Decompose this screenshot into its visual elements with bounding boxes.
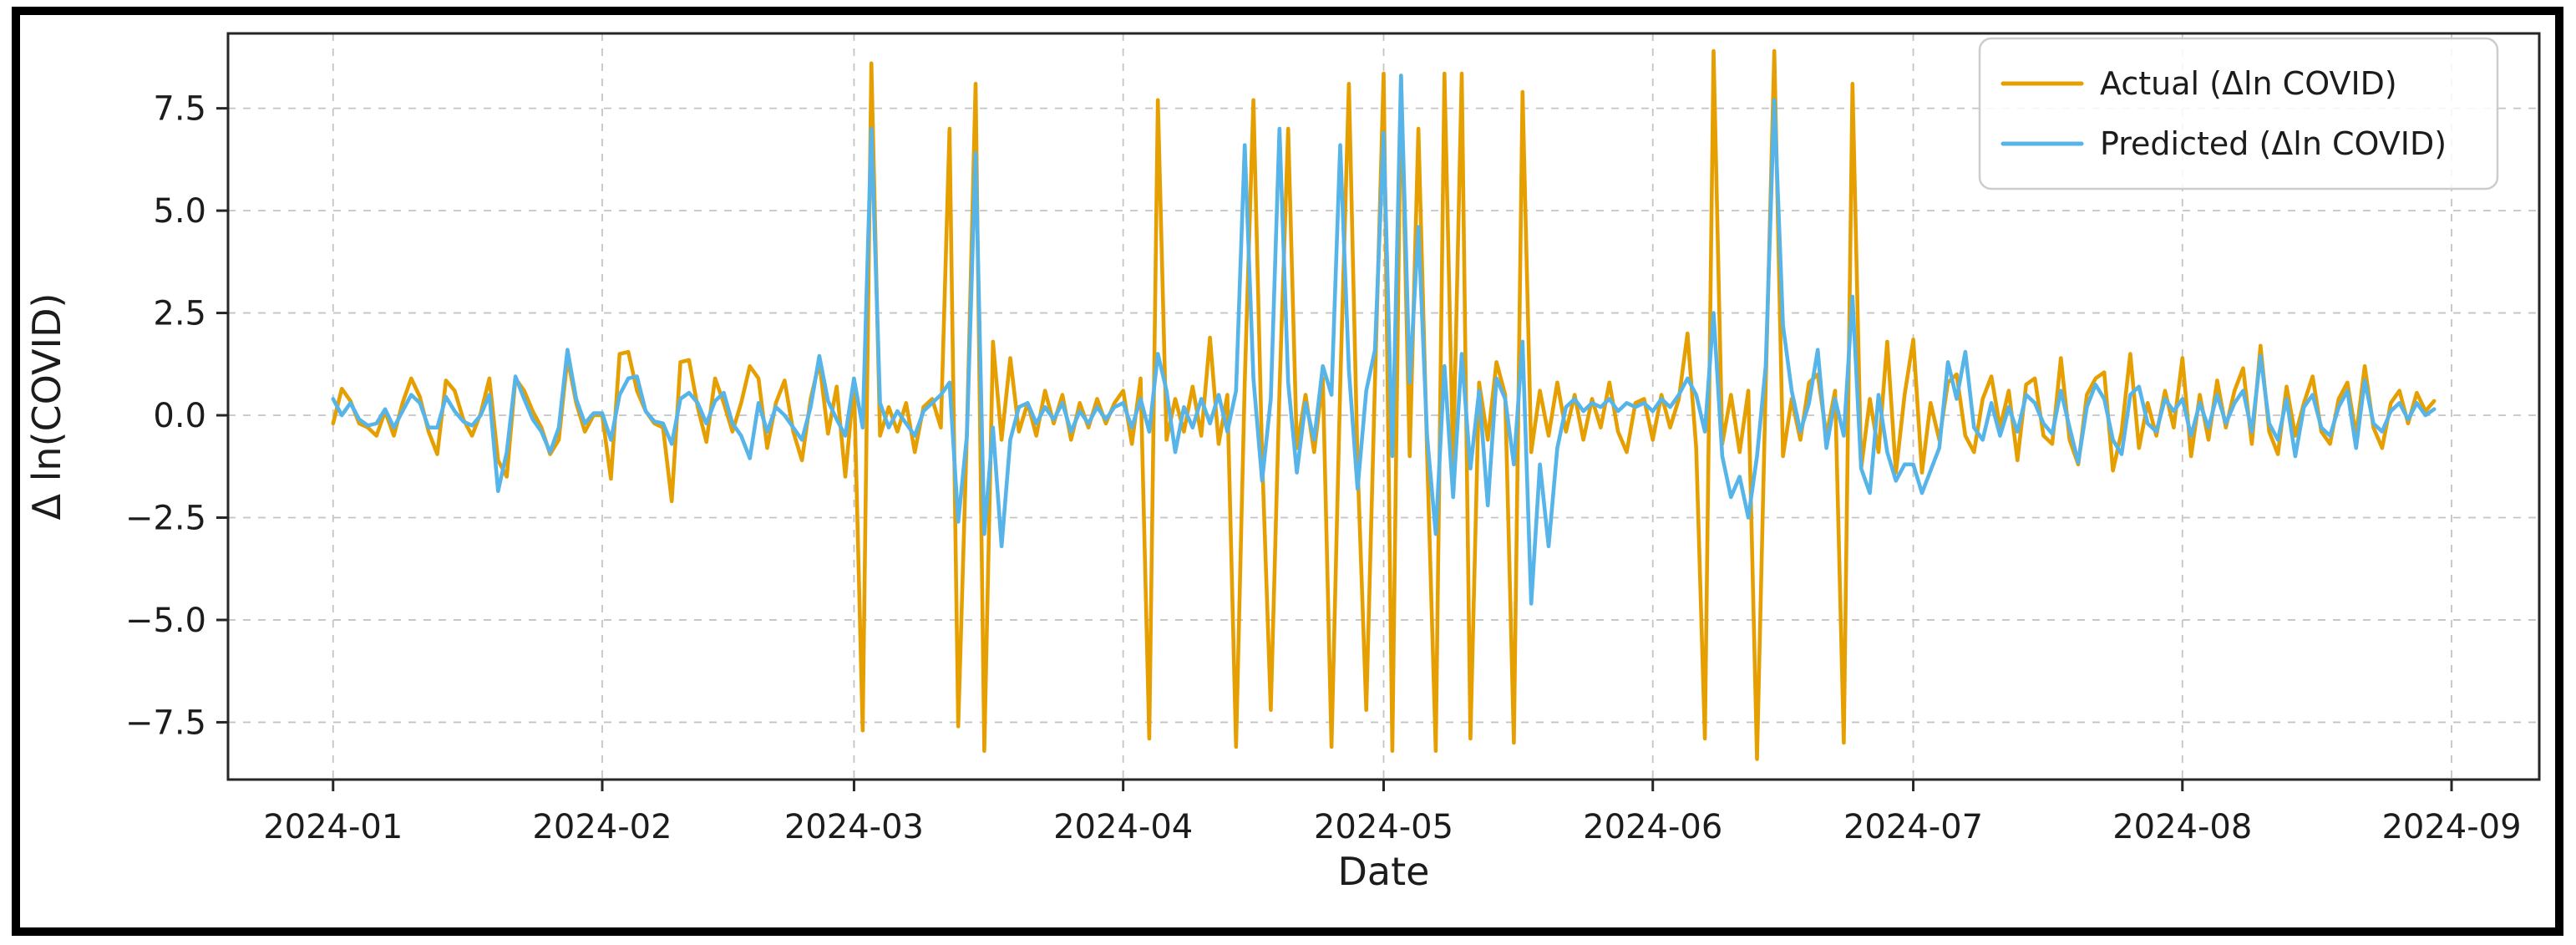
x-tick-labels: 2024-01 2024-02 2024-03 2024-04 2024-05 2024-…	[263, 808, 2521, 846]
x-tick-label: 2024-06	[1583, 808, 1722, 846]
y-tick-label: −5.0	[125, 602, 206, 640]
y-tick-labels: 7.5 5.0 2.5 0.0 −2.5 −5.0 −7.5	[125, 90, 206, 743]
y-tick-label: 2.5	[153, 295, 206, 333]
y-tick-label: −7.5	[125, 704, 206, 742]
x-tick-label: 2024-04	[1053, 808, 1193, 846]
legend-box	[1978, 37, 2499, 191]
x-tick-label: 2024-05	[1314, 808, 1453, 846]
y-tick-label: 7.5	[153, 90, 206, 129]
predicted-series-line	[331, 74, 2437, 606]
x-tick-label: 2024-01	[263, 808, 403, 846]
figure-border	[12, 7, 2563, 936]
x-tick-label: 2024-03	[784, 808, 924, 846]
y-tick-label: 5.0	[153, 192, 206, 231]
legend-label-predicted: Predicted (Δln COVID)	[2100, 125, 2447, 162]
x-axis-label: Date	[1338, 849, 1430, 894]
tick-marks	[216, 107, 2453, 791]
y-tick-label: −2.5	[125, 499, 206, 537]
legend: Actual (Δln COVID) Predicted (Δln COVID)	[1978, 37, 2499, 191]
y-axis-label: Δ ln(COVID)	[24, 293, 69, 521]
x-tick-label: 2024-09	[2381, 808, 2521, 846]
x-tick-label: 2024-08	[2112, 808, 2252, 846]
x-tick-label: 2024-02	[532, 808, 672, 846]
legend-label-actual: Actual (Δln COVID)	[2100, 65, 2397, 102]
y-tick-label: 0.0	[153, 397, 206, 435]
x-tick-label: 2024-07	[1843, 808, 1983, 846]
